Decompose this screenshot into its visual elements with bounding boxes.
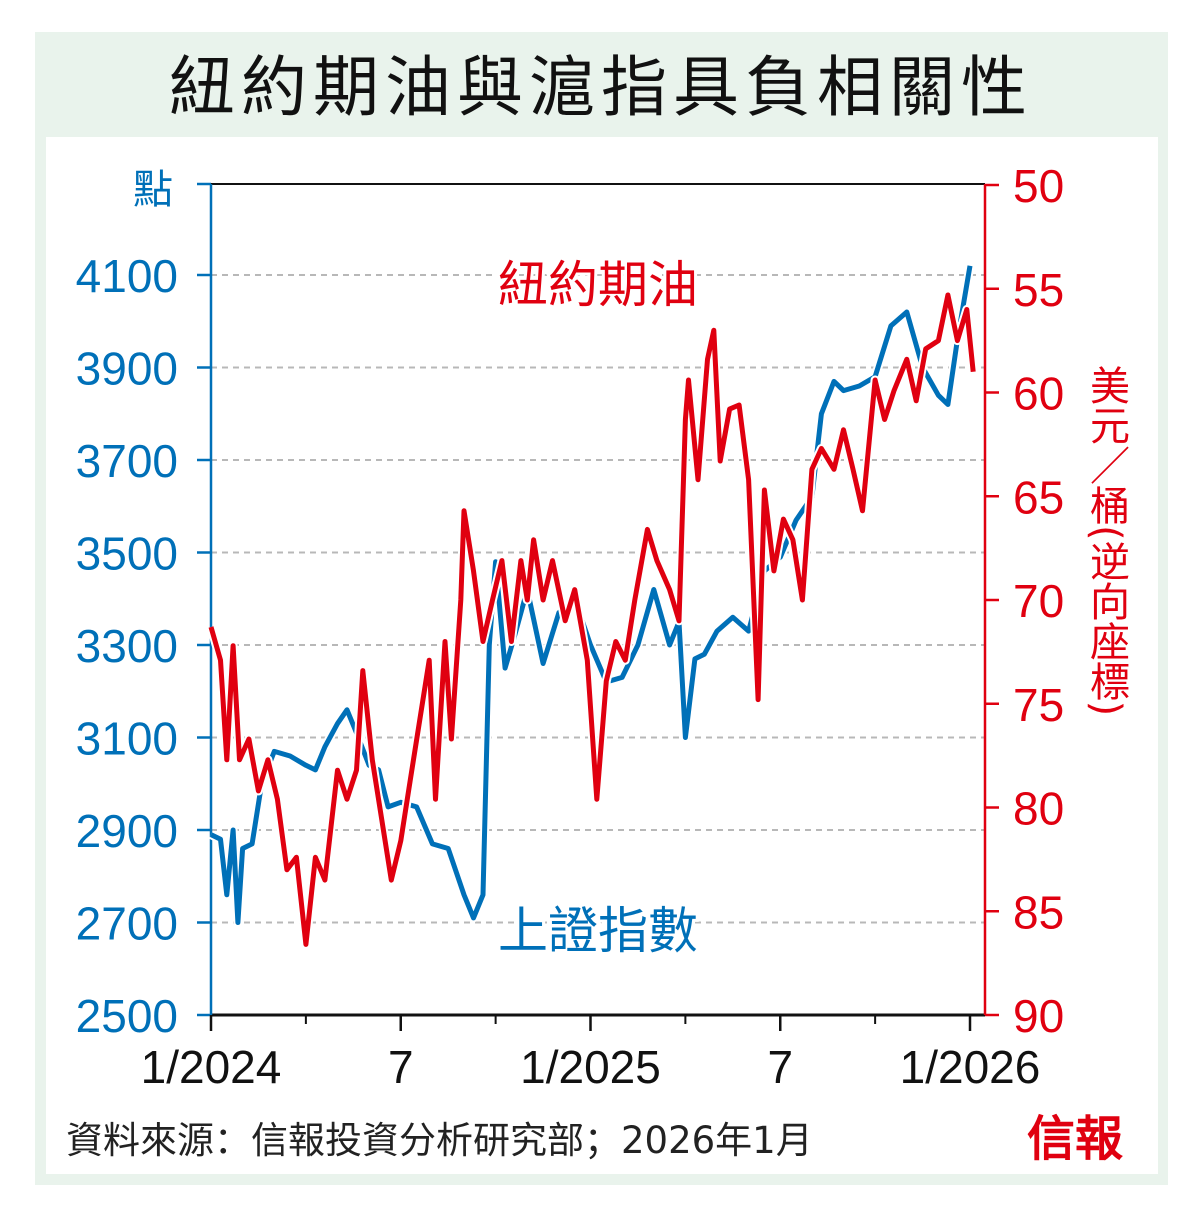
left-tick-label: 3700	[76, 435, 178, 487]
left-tick-label: 2900	[76, 805, 178, 857]
x-tick-label: 1/2024	[141, 1041, 282, 1093]
right-tick-label: 50	[1013, 160, 1064, 212]
left-tick-label: 3100	[76, 713, 178, 765]
left-tick-label: 3300	[76, 620, 178, 672]
right-tick-label: 90	[1013, 990, 1064, 1042]
right-tick-label: 55	[1013, 264, 1064, 316]
chart-title: 紐約期油與滬指具負相關性	[169, 49, 1033, 126]
right-tick-label: 60	[1013, 368, 1064, 420]
left-tick-label: 2500	[76, 990, 178, 1042]
x-tick-label: 7	[767, 1041, 793, 1093]
shanghai-index-line	[209, 265, 973, 925]
series-lines	[206, 265, 978, 949]
right-tick-label: 75	[1013, 679, 1064, 731]
left-tick-label: 4100	[76, 250, 178, 302]
right-tick-label: 85	[1013, 886, 1064, 938]
nymex-oil-line	[208, 292, 976, 947]
x-tick-label: 7	[388, 1041, 414, 1093]
annotation-shanghai: 上證指數	[498, 902, 698, 960]
right-axis-label: 美元／桶(逆向座標)	[1083, 365, 1130, 716]
axis-ticks: 2500 2700 2900 3100 3300 3500 3700 3900 4100 50 55…	[76, 160, 1065, 1093]
source-note: 資料來源：信報投資分析研究部；2026年1月	[66, 1119, 813, 1162]
left-axis-label: 點	[133, 167, 173, 213]
left-tick-label: 2700	[76, 898, 178, 950]
right-tick-label: 65	[1013, 471, 1064, 523]
x-tick-label: 1/2025	[520, 1041, 661, 1093]
left-tick-label: 3900	[76, 343, 178, 395]
brand-logo: 信報	[1027, 1111, 1123, 1167]
annotation-oil: 紐約期油	[498, 256, 698, 314]
x-tick-label: 1/2026	[900, 1041, 1041, 1093]
right-tick-label: 80	[1013, 783, 1064, 835]
right-tick-label: 70	[1013, 575, 1064, 627]
left-tick-label: 3500	[76, 528, 178, 580]
